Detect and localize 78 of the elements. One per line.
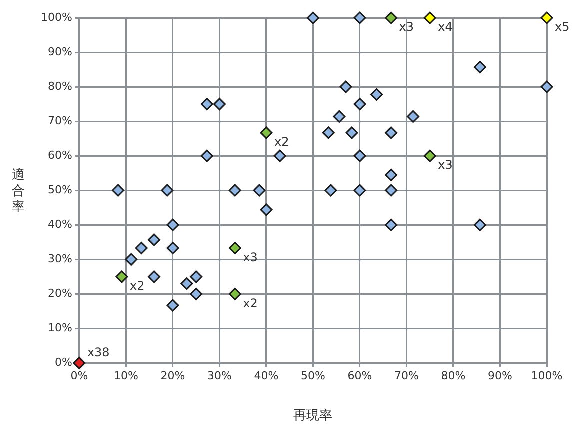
point bbox=[228, 242, 242, 254]
x-tick-label: 20% bbox=[160, 370, 186, 383]
x-tick-label: 60% bbox=[348, 370, 372, 383]
y-tick-label: 90% bbox=[48, 45, 72, 58]
y-tick-label: 80% bbox=[48, 80, 72, 93]
y-axis-title: 適合率 bbox=[12, 168, 26, 216]
annotation: x2 bbox=[130, 279, 145, 294]
annotation: x4 bbox=[438, 20, 453, 34]
point bbox=[354, 98, 366, 111]
point bbox=[116, 270, 128, 284]
x-tick-label: 40% bbox=[254, 370, 279, 383]
point bbox=[346, 126, 358, 140]
point bbox=[112, 184, 125, 197]
x-tick-label: 50% bbox=[300, 370, 326, 383]
point bbox=[385, 184, 398, 197]
annotation: x5 bbox=[555, 20, 570, 34]
y-tick-label: 0% bbox=[54, 356, 72, 370]
x-tick-label: 80% bbox=[441, 370, 466, 383]
point bbox=[148, 270, 161, 284]
point bbox=[385, 126, 398, 140]
x-tick-label: 30% bbox=[207, 370, 232, 383]
point bbox=[340, 80, 352, 94]
x-tick-label: 10% bbox=[114, 370, 138, 383]
x-tick-label: 90% bbox=[488, 370, 512, 383]
point bbox=[274, 150, 286, 162]
point bbox=[354, 150, 366, 162]
point bbox=[540, 80, 554, 94]
point bbox=[474, 61, 486, 74]
point bbox=[354, 184, 366, 197]
point bbox=[474, 218, 486, 232]
point bbox=[407, 110, 420, 123]
annotation: x2 bbox=[243, 296, 258, 310]
point bbox=[200, 150, 214, 162]
point bbox=[228, 184, 242, 197]
point bbox=[190, 288, 203, 300]
annotation: x2 bbox=[274, 135, 290, 150]
x-tick-label: 100% bbox=[531, 370, 563, 383]
point bbox=[370, 88, 384, 101]
point bbox=[180, 278, 194, 290]
point bbox=[166, 299, 180, 312]
y-tick-label: 50% bbox=[48, 183, 72, 196]
x-tick-label: 70% bbox=[394, 370, 419, 383]
point bbox=[324, 184, 338, 197]
point bbox=[260, 126, 273, 140]
point bbox=[125, 253, 138, 266]
y-tick-label: 30% bbox=[48, 252, 72, 266]
point bbox=[166, 242, 180, 254]
point bbox=[213, 98, 226, 111]
y-tick-label: 100% bbox=[40, 10, 72, 24]
point bbox=[322, 126, 335, 140]
y-tick-label: 60% bbox=[48, 148, 72, 162]
x-tick-label: 0% bbox=[70, 370, 88, 383]
point bbox=[135, 242, 148, 254]
y-tick-label: 10% bbox=[48, 322, 72, 335]
point bbox=[253, 184, 266, 197]
point bbox=[385, 218, 398, 232]
point bbox=[540, 12, 554, 24]
point bbox=[228, 288, 242, 300]
x-axis-title: 再現率 bbox=[294, 408, 333, 424]
annotation: x38 bbox=[87, 345, 110, 360]
point bbox=[200, 98, 214, 111]
point bbox=[306, 12, 320, 24]
point bbox=[260, 204, 273, 216]
point bbox=[354, 12, 366, 24]
point bbox=[73, 356, 86, 370]
point bbox=[190, 270, 203, 284]
y-tick-label: 40% bbox=[48, 218, 72, 231]
point bbox=[385, 12, 398, 24]
point bbox=[385, 168, 398, 182]
point bbox=[161, 184, 174, 197]
y-tick-label: 70% bbox=[48, 114, 72, 128]
point bbox=[148, 234, 161, 246]
point bbox=[424, 12, 436, 24]
annotation: x3 bbox=[438, 158, 453, 172]
point bbox=[166, 218, 180, 232]
y-tick-label: 20% bbox=[48, 287, 72, 300]
point bbox=[333, 110, 346, 123]
point bbox=[424, 150, 436, 162]
